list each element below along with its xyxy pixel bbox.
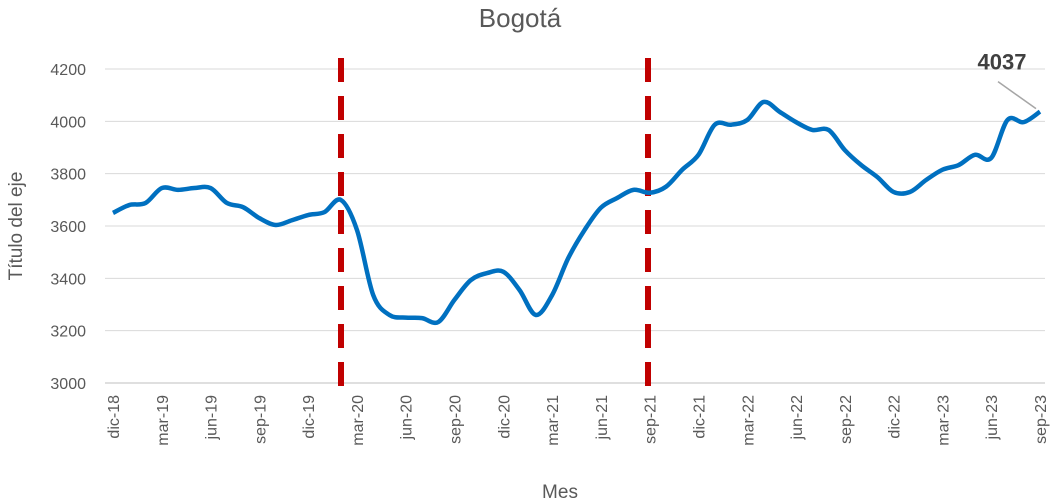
x-tick-label: dic-22 — [887, 395, 904, 439]
x-tick-label: mar-19 — [155, 395, 172, 446]
x-tick-label: jun-23 — [984, 395, 1001, 441]
data-line — [111, 99, 1042, 326]
x-tick-label: jun-22 — [789, 395, 806, 441]
x-tick-label: sep-21 — [643, 395, 660, 444]
x-tick-label: mar-22 — [740, 395, 757, 446]
y-tick-label: 3000 — [50, 376, 86, 393]
y-tick-label: 3800 — [50, 167, 86, 184]
chart-title: Bogotá — [479, 3, 562, 33]
x-tick-label: dic-21 — [691, 395, 708, 439]
x-tick-label: sep-23 — [1033, 395, 1050, 444]
x-tick-label: dic-18 — [106, 395, 123, 439]
x-tick-label: dic-19 — [301, 395, 318, 439]
y-tick-label: 4200 — [50, 62, 86, 79]
x-tick-label: jun-21 — [594, 395, 611, 441]
data-label: 4037 — [978, 50, 1027, 75]
x-tick-label: jun-20 — [399, 395, 416, 441]
x-tick-label: sep-22 — [838, 395, 855, 444]
x-tick-label: mar-21 — [545, 395, 562, 446]
y-tick-label: 4000 — [50, 114, 86, 131]
x-axis-title: Mes — [542, 482, 578, 503]
x-tick-label: mar-20 — [350, 395, 367, 446]
x-tick-label: mar-23 — [935, 395, 952, 446]
label-leader — [997, 81, 1037, 110]
y-tick-label: 3400 — [50, 271, 86, 288]
grid — [105, 68, 1045, 384]
x-tick-label: sep-20 — [448, 395, 465, 444]
x-tick-label: dic-20 — [496, 395, 513, 439]
y-tick-label: 3600 — [50, 219, 86, 236]
y-axis-title: Título del eje — [6, 172, 27, 281]
x-tick-label: jun-19 — [204, 395, 221, 441]
x-tick-label: sep-19 — [252, 395, 269, 444]
y-tick-label: 3200 — [50, 324, 86, 341]
